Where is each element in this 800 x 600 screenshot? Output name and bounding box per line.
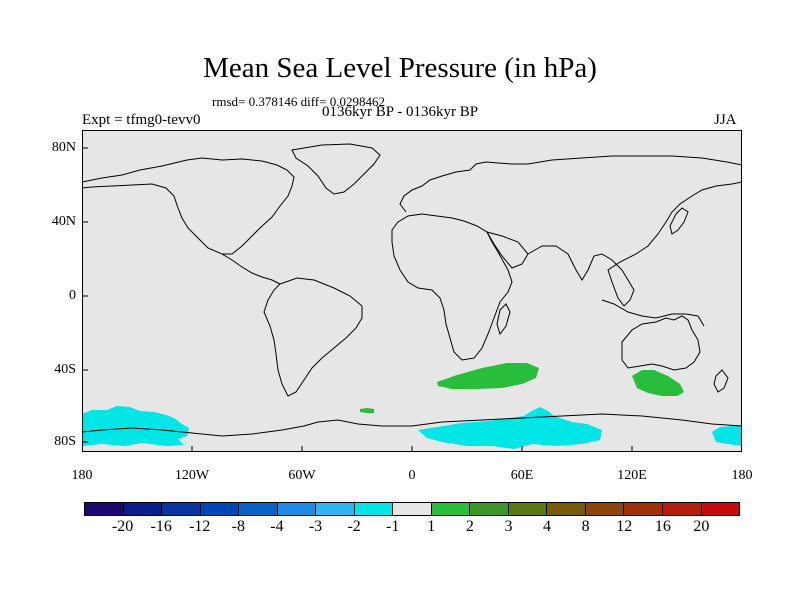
lat-label-40n: 40N: [51, 214, 76, 229]
stats-label: rmsd= 0.378146 diff= 0.0298462: [212, 94, 385, 109]
coast-europe: [399, 155, 742, 213]
anomaly-green: [360, 363, 684, 413]
world-map: [82, 130, 742, 452]
colorbar-label: -16: [150, 518, 172, 535]
coastlines: [82, 143, 742, 437]
colorbar-box: [316, 503, 355, 515]
colorbar-label: -20: [111, 518, 134, 535]
coast-africa: [391, 213, 513, 361]
colorbar-label: -8: [231, 518, 245, 535]
cyan-region-ross-sea: [712, 426, 742, 446]
green-region-south-atlantic: [437, 363, 539, 389]
colorbar-label: 12: [616, 518, 633, 535]
plot-title: Mean Sea Level Pressure (in hPa): [203, 52, 597, 84]
season-label: JJA: [714, 112, 737, 128]
colorbar-label: 20: [693, 518, 710, 535]
tick-marks: [82, 147, 633, 452]
colorbar-box: [431, 503, 471, 515]
coast-arabia: [485, 231, 529, 269]
colorbar-box: [624, 503, 663, 515]
colorbar-box: [508, 503, 548, 515]
lon-label-60w: 60W: [288, 468, 316, 483]
coast-central-america: [221, 253, 281, 285]
coast-new-zealand: [713, 369, 729, 393]
colorbar-box: [85, 503, 124, 515]
coast-indonesia: [601, 299, 705, 327]
coast-south-asia: [527, 181, 742, 307]
lon-label-180w: 180: [71, 468, 93, 483]
colorbar-label: 3: [504, 518, 513, 535]
colorbar-box: [585, 503, 625, 515]
coast-antarctica: [82, 413, 742, 437]
colorbar-label: -4: [270, 518, 284, 535]
coast-australia: [621, 315, 701, 371]
colorbar-label: -12: [189, 518, 211, 535]
lat-label-80n: 80N: [51, 140, 76, 155]
colorbar-box: [354, 503, 394, 515]
lat-label-0: 0: [69, 288, 76, 303]
colorbar-label: 1: [427, 518, 436, 535]
colorbar-box: [547, 503, 586, 515]
colorbar-label: -2: [347, 518, 361, 535]
anomaly-cyan: [82, 406, 742, 449]
cyan-region-south-pacific: [82, 406, 189, 446]
lon-label-60e: 60E: [510, 468, 534, 483]
colorbar-box: [162, 503, 201, 515]
coast-greenland: [291, 143, 381, 195]
colorbar-label: 2: [465, 518, 474, 535]
green-region-south-australia: [632, 370, 684, 396]
coast-north-america: [82, 157, 295, 255]
colorbar-label: 8: [581, 518, 590, 535]
colorbar-box: [200, 503, 240, 515]
coast-japan: [669, 207, 689, 235]
green-region-weddell-spot: [360, 408, 374, 413]
colorbar-box: [239, 503, 278, 515]
lon-label-120e: 120E: [617, 468, 647, 483]
lon-label-0: 0: [408, 468, 416, 483]
colorbar-box: [470, 503, 509, 515]
colorbar-label: -3: [308, 518, 323, 535]
period-label: 0136kyr BP - 0136kyr BP: [322, 104, 479, 120]
lon-label-120w: 120W: [174, 468, 210, 483]
colorbar-box: [123, 503, 163, 515]
colorbar-label: 16: [654, 518, 671, 535]
lon-label-180e: 180: [731, 468, 753, 483]
lat-label-80s: 80S: [54, 434, 76, 449]
colorbar-box: [662, 503, 702, 515]
colorbar: [84, 502, 740, 516]
colorbar-box: [701, 503, 740, 515]
colorbar-box: [277, 503, 317, 515]
coast-madagascar: [496, 303, 511, 336]
experiment-label: Expt = tfmg0-tevv0: [82, 112, 201, 128]
colorbar-label: -1: [386, 518, 400, 535]
ocean-background: [82, 130, 742, 452]
colorbar-box: [393, 503, 432, 515]
colorbar-label: 4: [543, 518, 552, 535]
cyan-region-south-indian: [418, 407, 602, 449]
lat-label-40s: 40S: [54, 362, 76, 377]
coast-south-america: [263, 277, 363, 397]
